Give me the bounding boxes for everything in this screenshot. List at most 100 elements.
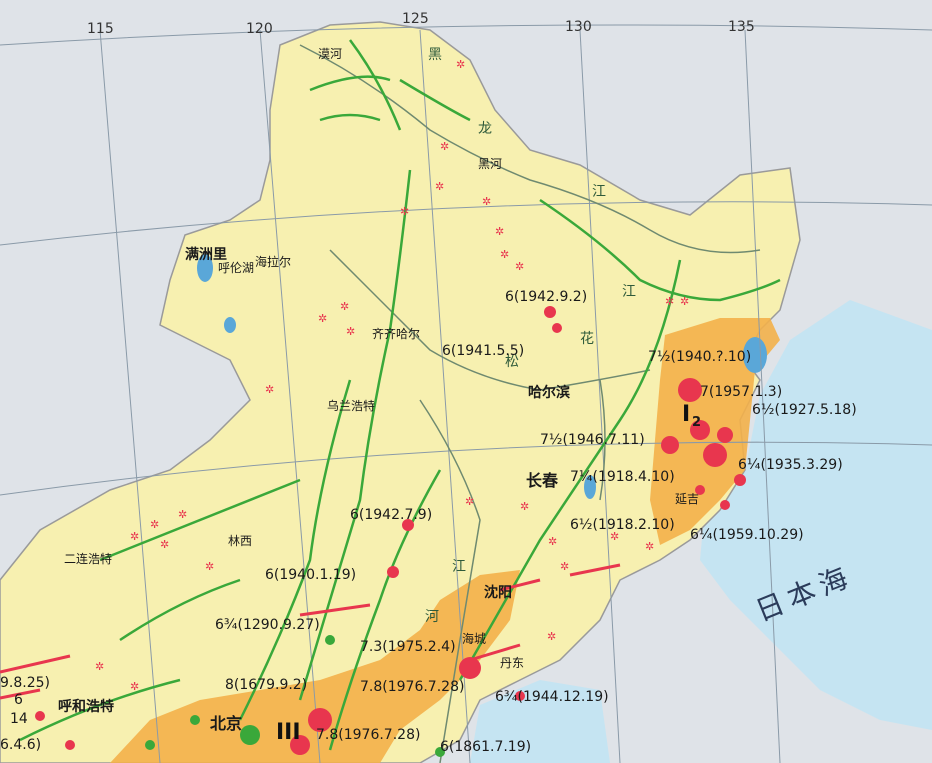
- svg-text:✲: ✲: [500, 248, 509, 261]
- eq-label-1940-19: 6(1940.1.19): [265, 567, 357, 583]
- svg-text:✲: ✲: [150, 518, 159, 531]
- eq-label-1959-10-29: 6¼(1959.10.29): [690, 527, 804, 543]
- svg-text:✲: ✲: [265, 383, 274, 396]
- svg-text:✲: ✲: [680, 295, 689, 308]
- lon-label-125: 125: [402, 11, 429, 27]
- svg-text:✲: ✲: [205, 560, 214, 573]
- svg-text:✲: ✲: [435, 180, 444, 193]
- active-faults: [0, 563, 621, 700]
- river-songhua-1: 松: [505, 354, 519, 370]
- eq-label-1290-9-27: 6¾(1290.9.27): [215, 617, 320, 633]
- lon-label-135: 135: [728, 19, 755, 35]
- svg-text:✲: ✲: [610, 530, 619, 543]
- eq-label-1941-5-5: 6(1941.5.5): [442, 343, 525, 359]
- svg-text:✲: ✲: [400, 205, 409, 218]
- lon-label-115: 115: [87, 21, 114, 37]
- lake-songhua: [584, 475, 596, 499]
- river-songhua-2: 花: [580, 331, 594, 347]
- city-beijing: 北京: [210, 714, 243, 733]
- svg-text:✲: ✲: [456, 58, 465, 71]
- svg-text:✲: ✲: [520, 500, 529, 513]
- city-haerbin: 哈尔滨: [528, 385, 570, 401]
- city-heihe: 黑河: [478, 157, 503, 171]
- svg-text:✲: ✲: [160, 538, 169, 551]
- zone-label-north-china: III: [276, 720, 301, 745]
- eq-label-1940-10: 7½(1940.?.10): [648, 349, 752, 365]
- lake-buir: [224, 317, 236, 333]
- eq-label-x-8-25: 9.8.25): [0, 675, 50, 691]
- river-heilongjiang-2: 龙: [478, 121, 492, 137]
- eq-label-1944-12-19: 6¾(1944.12.19): [495, 689, 609, 705]
- graticule: [0, 24, 932, 763]
- eq-label-1918-2-10: 6½(1918.2.10): [570, 517, 675, 533]
- city-shenyang: 沈阳: [484, 585, 512, 601]
- svg-text:✲: ✲: [482, 195, 491, 208]
- eq-label-1918-4-10: 7¼(1918.4.10): [570, 469, 675, 485]
- minor-seismic-points: ✲✲✲ ✲✲✲ ✲✲✲ ✲✲✲ ✲ ✲✲ ✲✲✲ ✲✲✲ ✲✲✲ ✲✲✲ ✲: [95, 58, 689, 693]
- svg-text:✲: ✲: [130, 680, 139, 693]
- city-manzhouli: 满洲里: [185, 247, 227, 263]
- svg-text:✲: ✲: [495, 225, 504, 238]
- eq-label-1927-5-18: 6½(1927.5.18): [752, 402, 857, 418]
- svg-text:✲: ✲: [560, 560, 569, 573]
- eq-label-1935-3-29: 6¼(1935.3.29): [738, 457, 843, 473]
- river-heilongjiang-3: 江: [592, 184, 606, 200]
- eq-label-1957-1-3: 7(1957.1.3): [700, 384, 783, 400]
- china-land: [0, 21, 801, 763]
- svg-text:✲: ✲: [440, 140, 449, 153]
- eq-label-x-4-6: 6.4.6): [0, 737, 42, 753]
- river-liao-1: 江: [452, 559, 466, 575]
- river-liao-2: 河: [425, 609, 439, 625]
- river-heilongjiang-1: 黑: [428, 47, 442, 63]
- svg-text:✲: ✲: [130, 530, 139, 543]
- eq-label-1976-7-28-b: 7.8(1976.7.28): [316, 727, 421, 743]
- svg-text:✲: ✲: [178, 508, 187, 521]
- city-hailaer: 海拉尔: [255, 255, 292, 269]
- eq-label-1946-7-11: 7½(1946.7.11): [540, 432, 645, 448]
- eq-label-14: 14: [10, 711, 28, 727]
- svg-text:✲: ✲: [465, 495, 474, 508]
- seismic-zone-north-china: [110, 570, 520, 763]
- city-changchun: 长春: [526, 471, 559, 490]
- city-linxi: 林西: [228, 534, 253, 548]
- eq-label-6: 6: [14, 692, 23, 708]
- eq-label-1861-7-19: 6(1861.7.19): [440, 739, 532, 755]
- svg-text:✲: ✲: [665, 295, 674, 308]
- river-songhua-3: 江: [622, 284, 636, 300]
- svg-text:✲: ✲: [346, 325, 355, 338]
- seismic-zone-east: [650, 318, 780, 545]
- zone-label-east: I: [682, 402, 691, 427]
- city-dandong: 丹东: [500, 656, 525, 670]
- lon-label-120: 120: [246, 21, 273, 37]
- svg-text:✲: ✲: [515, 260, 524, 273]
- lake-hulun: [197, 254, 213, 282]
- zone-label-east-2: 2: [692, 415, 702, 430]
- city-haicheng: 海城: [462, 632, 487, 646]
- svg-text:✲: ✲: [318, 312, 327, 325]
- lon-label-130: 130: [565, 19, 592, 35]
- city-mohe: 漠河: [318, 47, 343, 61]
- svg-text:✲: ✲: [548, 535, 557, 548]
- city-erlianhaote: 二连浩特: [64, 552, 113, 566]
- faults: [19, 39, 781, 751]
- city-yanji: 延吉: [675, 492, 700, 506]
- svg-text:✲: ✲: [645, 540, 654, 553]
- svg-text:✲: ✲: [95, 660, 104, 673]
- sea-bohai: [470, 680, 610, 763]
- city-huhehaote: 呼和浩特: [58, 699, 114, 715]
- svg-text:✲: ✲: [547, 630, 556, 643]
- epicenters: [35, 306, 746, 755]
- eq-label-1679-9-2: 8(1679.9.2): [225, 677, 308, 693]
- eq-label-1942-7-9: 6(1942.7.9): [350, 507, 433, 523]
- svg-text:✲: ✲: [340, 300, 349, 313]
- eq-label-1976-7-28-a: 7.8(1976.7.28): [360, 679, 465, 695]
- eq-label-1942-9-2: 6(1942.9.2): [505, 289, 588, 305]
- eq-label-1975-2-4: 7.3(1975.2.4): [360, 639, 456, 655]
- city-qiqihaer: 齐齐哈尔: [372, 327, 421, 341]
- region-hulunbuir: 呼伦湖: [218, 261, 255, 275]
- city-wulanhaote: 乌兰浩特: [327, 399, 376, 413]
- historic-epicenters: [145, 635, 445, 757]
- sea-japan: [700, 300, 932, 730]
